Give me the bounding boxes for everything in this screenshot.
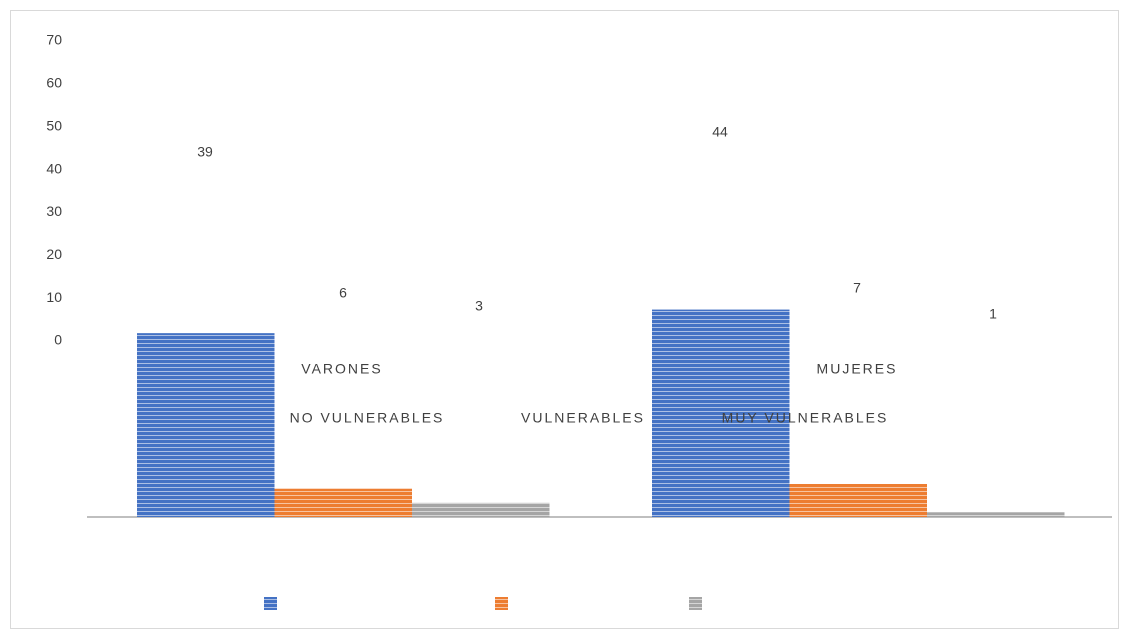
y-tick-label: 30 bbox=[46, 203, 62, 219]
legend-label: VULNERABLES bbox=[521, 410, 645, 426]
x-tick-label: MUJERES bbox=[817, 361, 898, 377]
legend-swatch-texture bbox=[689, 597, 702, 610]
data-label: 7 bbox=[853, 280, 861, 296]
bar-texture bbox=[789, 484, 927, 517]
data-label: 3 bbox=[475, 298, 483, 314]
y-tick-label: 10 bbox=[46, 289, 62, 305]
data-label: 1 bbox=[989, 306, 997, 322]
data-label: 39 bbox=[197, 144, 213, 160]
y-tick-label: 0 bbox=[54, 332, 62, 348]
bar-texture bbox=[274, 488, 412, 517]
chart-frame bbox=[10, 10, 1119, 629]
y-tick-label: 50 bbox=[46, 117, 62, 133]
legend-swatch-texture bbox=[264, 597, 277, 610]
y-tick-label: 60 bbox=[46, 75, 62, 91]
y-tick-label: 70 bbox=[46, 32, 62, 48]
bar-texture bbox=[652, 309, 790, 517]
legend-label: MUY VULNERABLES bbox=[722, 410, 889, 426]
data-label: 44 bbox=[712, 124, 728, 140]
bar-texture bbox=[927, 512, 1065, 517]
legend-label: NO VULNERABLES bbox=[290, 410, 445, 426]
bar-texture bbox=[412, 502, 550, 517]
bar-texture bbox=[137, 333, 275, 517]
y-tick-label: 40 bbox=[46, 160, 62, 176]
legend-swatch-texture bbox=[495, 597, 508, 610]
y-tick-label: 20 bbox=[46, 246, 62, 262]
data-label: 6 bbox=[339, 285, 347, 301]
x-tick-label: VARONES bbox=[301, 361, 382, 377]
